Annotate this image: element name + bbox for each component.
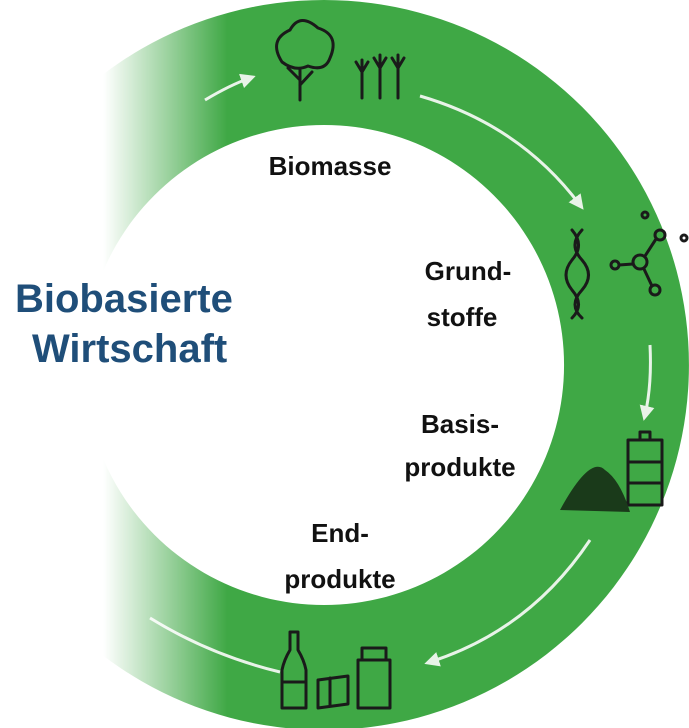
title: Biobasierte Wirtschaft: [15, 277, 233, 371]
stage-label: Biomasse: [269, 151, 392, 181]
stage-label: produkte: [284, 564, 395, 594]
stage-label: End-: [311, 518, 369, 548]
stage-labels: Biomasse Grund- stoffe Basis- produkte E…: [269, 151, 516, 594]
stage-label: Basis-: [421, 409, 499, 439]
title-line: Biobasierte: [15, 277, 233, 321]
stage-label: stoffe: [427, 302, 498, 332]
icons: [275, 19, 689, 710]
stage-label: produkte: [404, 452, 515, 482]
stage-label: Grund-: [425, 256, 512, 286]
title-line: Wirtschaft: [32, 327, 227, 371]
arrows: [419, 94, 655, 667]
